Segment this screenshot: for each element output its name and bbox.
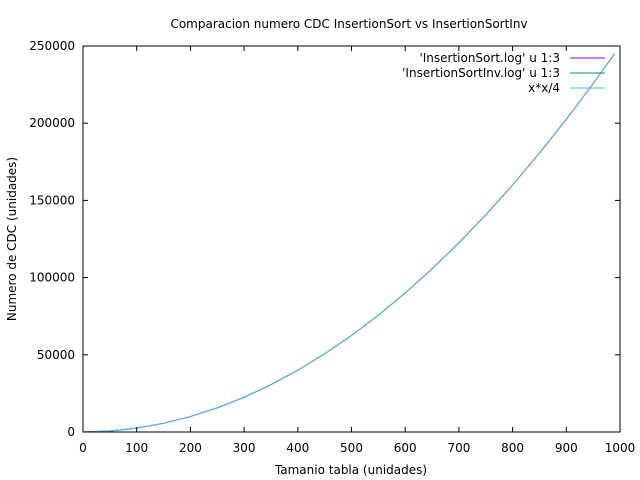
series-line-2 [82,53,616,433]
x-tick-label: 400 [286,441,309,455]
x-tick-label: 500 [340,441,363,455]
series-layer [82,53,616,433]
y-tick-label: 200000 [29,116,75,130]
y-tick-label: 0 [67,425,75,439]
x-tick-label: 1000 [605,441,636,455]
y-tick-label: 50000 [37,348,75,362]
series-line-1 [82,53,616,433]
x-tick-label: 0 [79,441,87,455]
x-tick-label: 100 [125,441,148,455]
x-tick-label: 200 [179,441,202,455]
y-tick-label: 150000 [29,193,75,207]
y-tick-label: 250000 [29,39,75,53]
series-line-0 [82,53,616,433]
x-axis-label: Tamanio tabla (unidades) [274,463,427,477]
y-tick-label: 100000 [29,271,75,285]
x-tick-label: 600 [394,441,417,455]
x-tick-label: 800 [501,441,524,455]
x-tick-label: 300 [233,441,256,455]
legend-label: 'InsertionSort.log' u 1:3 [419,51,560,65]
legend-label: 'InsertionSortInv.log' u 1:3 [402,66,560,80]
chart-title: Comparacion numero CDC InsertionSort vs … [170,17,527,31]
plot-frame [82,45,621,433]
legend: 'InsertionSort.log' u 1:3'InsertionSortI… [402,51,605,95]
legend-label: x*x/4 [528,81,560,95]
y-axis-label: Numero de CDC (unidades) [5,157,19,321]
x-tick-label: 900 [555,441,578,455]
x-tick-label: 700 [447,441,470,455]
ticks-layer: 0 100 200 300 400 500 600 700 800 900 1000 0 50000 10… [29,39,635,455]
